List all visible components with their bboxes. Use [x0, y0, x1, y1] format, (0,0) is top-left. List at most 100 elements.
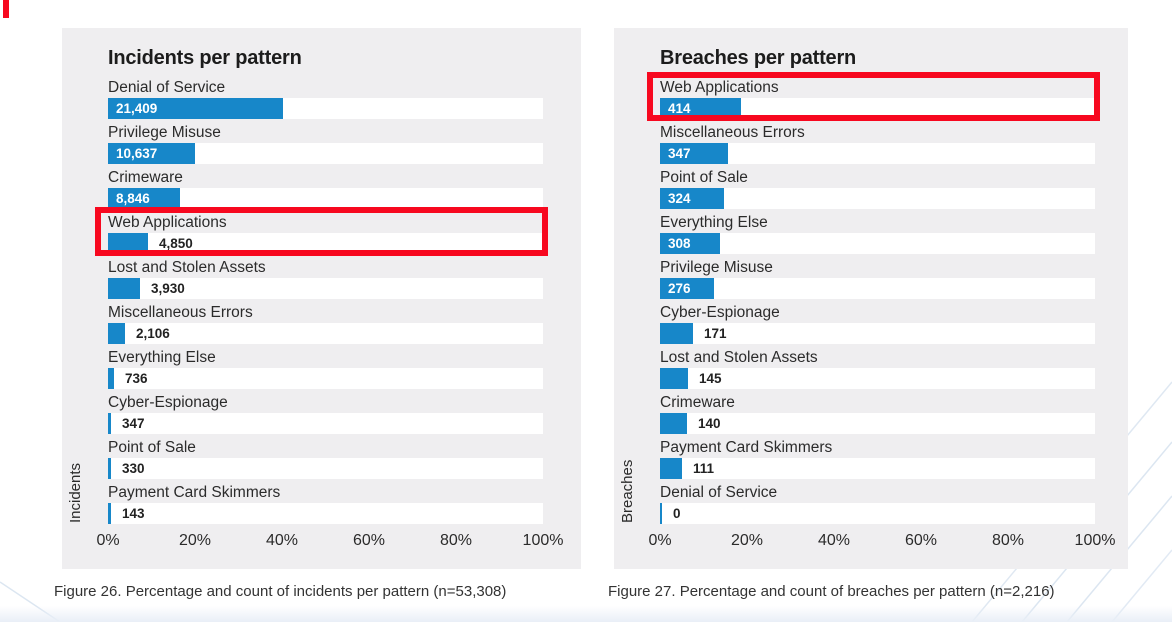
- chart-row: Cyber-Espionage 171: [660, 303, 1095, 348]
- value-label: 0: [673, 506, 681, 521]
- chart-row: Lost and Stolen Assets 3,930: [108, 258, 543, 303]
- x-tick-label: 60%: [352, 532, 386, 549]
- bar: 21,409: [108, 98, 283, 119]
- bar-track: 143: [108, 503, 543, 524]
- x-tick-label: 100%: [522, 532, 564, 549]
- red-corner-mark: [3, 0, 9, 18]
- bar-track: 4,850: [108, 233, 543, 254]
- value-label: 111: [693, 461, 715, 476]
- bar: 10,637: [108, 143, 195, 164]
- value-label: 347: [122, 416, 145, 431]
- bar-track: 171: [660, 323, 1095, 344]
- value-label: 4,850: [159, 236, 193, 251]
- x-tick-label: 40%: [265, 532, 299, 549]
- x-tick-label: 20%: [178, 532, 212, 549]
- bar-track: 0: [660, 503, 1095, 524]
- chart-row: Cyber-Espionage 347: [108, 393, 543, 438]
- incidents-y-axis-label: Incidents: [67, 462, 84, 523]
- category-label: Denial of Service: [108, 79, 226, 96]
- value-label: 21,409: [116, 101, 158, 116]
- chart-row: Point of Sale 330: [108, 438, 543, 483]
- chart-row: Denial of Service 0: [660, 483, 1095, 528]
- value-label: 8,846: [116, 191, 150, 206]
- bar: [108, 278, 140, 299]
- bar-track: 276: [660, 278, 1095, 299]
- chart-row: Denial of Service 21,409: [108, 78, 543, 123]
- value-label: 330: [122, 461, 145, 476]
- bar-track: 308: [660, 233, 1095, 254]
- bar: [108, 503, 111, 524]
- category-label: Cyber-Espionage: [108, 394, 228, 411]
- chart-row: Crimeware 8,846: [108, 168, 543, 213]
- value-label: 143: [122, 506, 145, 521]
- x-tick-label: 80%: [991, 532, 1025, 549]
- bar-track: 111: [660, 458, 1095, 479]
- bar: 276: [660, 278, 714, 299]
- bar: [108, 413, 111, 434]
- chart-row: Payment Card Skimmers 143: [108, 483, 543, 528]
- bar: [108, 458, 111, 479]
- value-label: 2,106: [136, 326, 170, 341]
- value-label: 414: [668, 101, 691, 116]
- bar: [108, 323, 125, 344]
- incidents-x-axis: 0% 20% 40% 60% 80% 100%: [96, 532, 563, 554]
- value-label: 171: [704, 326, 727, 341]
- chart-row: Web Applications 4,850: [108, 213, 543, 258]
- x-tick-label: 0%: [648, 532, 672, 549]
- category-label: Lost and Stolen Assets: [108, 259, 266, 276]
- incidents-bar-rows: Denial of Service 21,409 Privilege Misuse 1…: [108, 78, 543, 528]
- category-label: Point of Sale: [108, 439, 196, 456]
- bar: [660, 413, 687, 434]
- chart-row: Miscellaneous Errors 347: [660, 123, 1095, 168]
- value-label: 347: [668, 146, 691, 161]
- bar-track: 3,930: [108, 278, 543, 299]
- value-label: 308: [668, 236, 691, 251]
- bar-track: 347: [108, 413, 543, 434]
- breaches-x-axis: 0% 20% 40% 60% 80% 100%: [648, 532, 1115, 554]
- bar: [660, 368, 688, 389]
- bar-track: 347: [660, 143, 1095, 164]
- bar-track: 145: [660, 368, 1095, 389]
- bar: [660, 503, 662, 524]
- category-label: Everything Else: [108, 349, 216, 366]
- bar: 308: [660, 233, 720, 254]
- bar-track: 10,637: [108, 143, 543, 164]
- x-tick-label: 40%: [817, 532, 851, 549]
- bar: [660, 323, 693, 344]
- value-label: 324: [668, 191, 691, 206]
- category-label: Crimeware: [660, 394, 735, 411]
- category-label: Miscellaneous Errors: [108, 304, 253, 321]
- bar-track: 414: [660, 98, 1095, 119]
- value-label: 145: [699, 371, 722, 386]
- bar-track: 8,846: [108, 188, 543, 209]
- figure-26-caption: Figure 26. Percentage and count of incid…: [54, 583, 507, 600]
- chart-row: Web Applications 414: [660, 78, 1095, 123]
- category-label: Miscellaneous Errors: [660, 124, 805, 141]
- breaches-y-axis-label: Breaches: [619, 459, 636, 523]
- bar: 414: [660, 98, 741, 119]
- incidents-chart-title: Incidents per pattern: [108, 47, 302, 69]
- breaches-bar-rows: Web Applications 414 Miscellaneous Errors 3…: [660, 78, 1095, 528]
- category-label: Lost and Stolen Assets: [660, 349, 818, 366]
- category-label: Privilege Misuse: [108, 124, 221, 141]
- bar: [108, 368, 114, 389]
- value-label: 3,930: [151, 281, 185, 296]
- category-label: Payment Card Skimmers: [108, 484, 281, 501]
- chart-row: Miscellaneous Errors 2,106: [108, 303, 543, 348]
- x-tick-label: 20%: [730, 532, 764, 549]
- category-label: Web Applications: [108, 214, 227, 231]
- bar-track: 21,409: [108, 98, 543, 119]
- chart-row: Privilege Misuse 10,637: [108, 123, 543, 168]
- chart-row: Payment Card Skimmers 111: [660, 438, 1095, 483]
- bar: [660, 458, 682, 479]
- bar: 8,846: [108, 188, 180, 209]
- category-label: Privilege Misuse: [660, 259, 773, 276]
- value-label: 10,637: [116, 146, 158, 161]
- figure-27-caption: Figure 27. Percentage and count of breac…: [608, 583, 1055, 600]
- chart-row: Everything Else 736: [108, 348, 543, 393]
- breaches-chart-title: Breaches per pattern: [660, 47, 857, 69]
- value-label: 276: [668, 281, 691, 296]
- chart-row: Everything Else 308: [660, 213, 1095, 258]
- bar-track: 140: [660, 413, 1095, 434]
- chart-row: Privilege Misuse 276: [660, 258, 1095, 303]
